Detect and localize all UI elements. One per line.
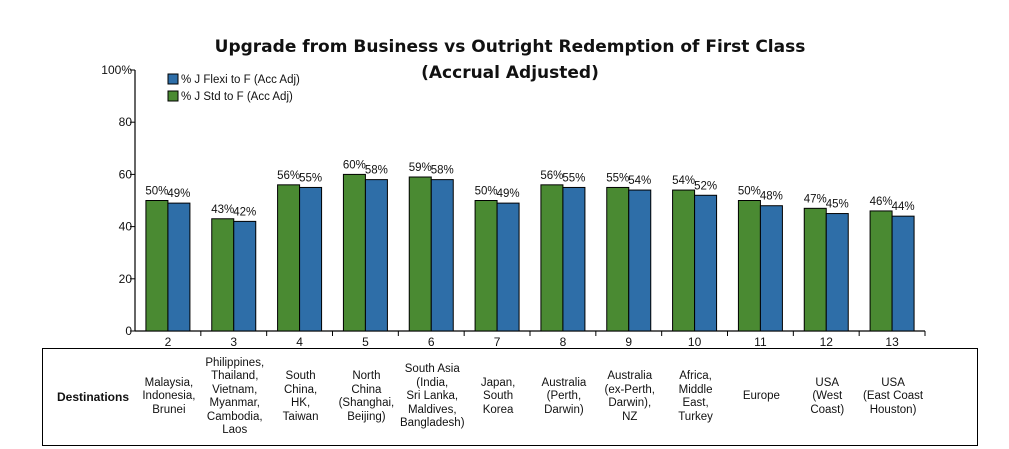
bar-series-1 — [211, 218, 235, 332]
data-label: 56% — [540, 170, 563, 182]
bar-series-2 — [364, 179, 388, 332]
data-label: 58% — [431, 165, 454, 177]
chart-legend: % J Flexi to F (Acc Adj) % J Std to F (Ac… — [167, 73, 300, 103]
chart-title: Upgrade from Business vs Outright Redemp… — [214, 37, 806, 83]
x-tick-label: 9 — [625, 335, 632, 349]
bar-series-1 — [672, 189, 696, 332]
bar-series-1 — [606, 186, 630, 332]
bar-series-1 — [145, 200, 169, 332]
y-tick-label: 80 — [119, 115, 133, 129]
destination-cell: Malaysia, Indonesia, Brunei — [142, 376, 196, 416]
data-label: 60% — [343, 159, 366, 171]
x-tick-label: 4 — [296, 335, 303, 349]
destinations-table: Destinations Malaysia, Indonesia, Brunei… — [42, 348, 978, 446]
destinations-header: Destinations — [56, 390, 129, 404]
x-tick-label: 2 — [165, 335, 172, 349]
data-label: 58% — [365, 165, 388, 177]
destination-cell: North China (Shanghai, Beijing) — [338, 370, 395, 423]
bar-series-1 — [342, 173, 366, 332]
bar-series-2 — [167, 202, 191, 332]
bar-series-2 — [694, 194, 718, 332]
bar-series-2 — [891, 215, 915, 332]
data-label: 52% — [694, 180, 717, 192]
bar-series-1 — [408, 176, 432, 332]
data-label: 55% — [606, 172, 629, 184]
bar-series-1 — [737, 200, 761, 332]
bar-series-2 — [299, 186, 323, 332]
x-tick-label: 6 — [428, 335, 435, 349]
data-label: 49% — [167, 188, 190, 200]
destination-cell: Philippines, Thailand, Vietnam, Myanmar,… — [205, 356, 265, 437]
bar-series-2 — [496, 202, 520, 332]
data-label: 49% — [497, 188, 520, 200]
y-tick-label: 0 — [125, 324, 132, 338]
x-tick-label: 12 — [820, 335, 834, 349]
bar-series-2 — [628, 189, 652, 332]
legend-swatch — [167, 90, 179, 102]
bar-series-1 — [803, 207, 827, 332]
data-label: 56% — [277, 170, 300, 182]
x-tick-label: 11 — [754, 335, 767, 349]
bar-series-1 — [869, 210, 893, 332]
destination-cell: Africa, Middle East, Turkey — [678, 370, 713, 423]
data-label: 59% — [409, 162, 432, 174]
data-label: 50% — [738, 186, 761, 198]
destination-cell: Australia (ex-Perth, Darwin), NZ — [604, 370, 656, 423]
bar-series-2 — [825, 213, 849, 332]
y-tick-label: 60 — [119, 167, 133, 181]
legend-swatch — [167, 73, 179, 85]
x-tick-label: 8 — [560, 335, 567, 349]
data-label: 55% — [299, 172, 322, 184]
destination-cell: South Asia (India, Sri Lanka, Maldives, … — [399, 363, 465, 430]
data-label: 46% — [870, 196, 893, 208]
bar-series-1 — [277, 184, 301, 332]
data-label: 54% — [628, 175, 651, 187]
data-label: 48% — [760, 191, 783, 203]
data-label: 47% — [804, 193, 827, 205]
data-label: 45% — [826, 199, 849, 211]
data-label: 44% — [892, 201, 915, 213]
bar-series-2 — [233, 220, 257, 332]
legend-label: % J Std to F (Acc Adj) — [181, 91, 293, 103]
chart-axes: 0 20 40 60 80 100% 2 3 4 5 6 7 8 9 10 11 12 13 — [101, 63, 926, 349]
data-label: 54% — [672, 175, 695, 187]
chart-bars: 50%49%43%42%56%55%60%58% 59%58%50%49%56%5… — [145, 159, 915, 332]
data-label: 50% — [145, 186, 168, 198]
data-label: 42% — [233, 206, 256, 218]
data-label: 50% — [475, 186, 498, 198]
x-tick-label: 3 — [230, 335, 237, 349]
destination-cell: Australia (Perth, Darwin) — [541, 376, 587, 416]
data-label: 43% — [211, 204, 234, 216]
destination-cell: South China, HK, Taiwan — [282, 370, 319, 423]
x-tick-label: 7 — [494, 335, 501, 349]
x-tick-label: 10 — [688, 335, 702, 349]
x-tick-label: 5 — [362, 335, 369, 349]
bar-series-2 — [430, 179, 454, 332]
bar-series-1 — [474, 200, 498, 332]
bar-series-2 — [759, 205, 783, 332]
destination-cell: USA (East Coast Houston) — [863, 376, 924, 416]
data-label: 55% — [562, 172, 585, 184]
y-tick-label: 100% — [101, 63, 132, 77]
x-tick-label: 13 — [885, 335, 899, 349]
bar-series-2 — [562, 186, 586, 332]
bar-series-1 — [540, 184, 564, 332]
destination-cell: USA (West Coast) — [810, 376, 845, 416]
y-tick-label: 40 — [119, 220, 133, 234]
destination-cell: Japan, South Korea — [480, 376, 516, 416]
destination-cell: Europe — [742, 390, 780, 403]
legend-label: % J Flexi to F (Acc Adj) — [181, 74, 300, 86]
y-tick-label: 20 — [119, 272, 133, 286]
